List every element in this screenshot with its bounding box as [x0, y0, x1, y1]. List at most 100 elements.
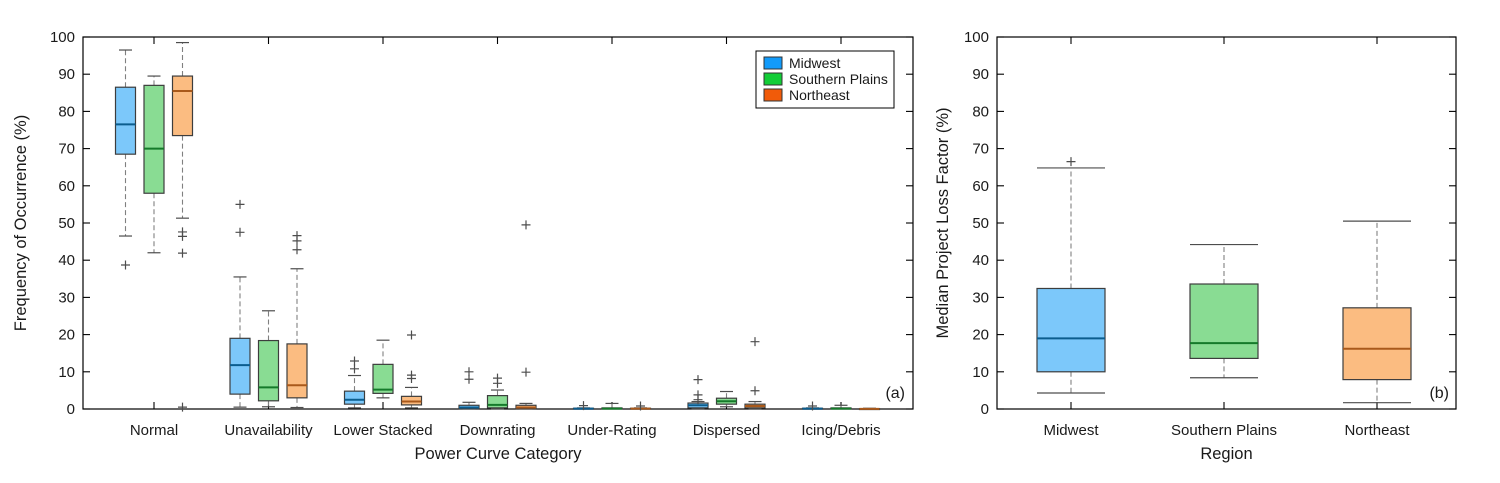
outlier-plus-marker — [235, 199, 245, 209]
outlier-plus-marker — [292, 231, 302, 241]
x-axis-title: Region — [1200, 445, 1252, 463]
box-group — [801, 401, 824, 411]
iqr-box — [372, 363, 394, 394]
x-category-label: Southern Plains — [1171, 422, 1277, 439]
iqr-box — [1189, 283, 1259, 360]
outlier-plus-marker — [493, 373, 502, 383]
x-category-label: Midwest — [1043, 422, 1099, 439]
x-axis-title: Power Curve Category — [415, 445, 583, 463]
legend-label: Midwest — [789, 55, 840, 71]
box-group — [687, 375, 709, 410]
panel-annotation: (b) — [1429, 385, 1449, 402]
y-axis-title: Frequency of Occurrence (%) — [12, 115, 30, 331]
outlier-plus-marker — [350, 364, 359, 374]
outlier-plus-marker — [178, 231, 187, 241]
y-tick-label: 30 — [972, 289, 989, 306]
outlier-plus-marker — [636, 401, 645, 411]
y-tick-label: 100 — [50, 29, 75, 46]
outlier-plus-marker — [292, 245, 302, 255]
iqr-box — [486, 395, 509, 409]
outlier-plus-marker — [521, 220, 531, 230]
x-category-label: Downrating — [460, 422, 536, 439]
outlier-plus-marker — [693, 390, 703, 400]
outlier-plus-marker — [1066, 157, 1076, 167]
box-group — [486, 373, 509, 410]
y-tick-label: 60 — [58, 178, 75, 195]
box-group — [114, 49, 137, 270]
y-tick-label: 90 — [58, 66, 75, 83]
y-tick-label: 10 — [972, 364, 989, 381]
legend-swatch-northeast — [763, 88, 783, 102]
x-category-label: Under-Rating — [567, 422, 656, 439]
y-axis-title: Median Project Loss Factor (%) — [934, 107, 952, 338]
panel-a: 0 10 20 30 40 50 60 70 80 90 100 Normal Unavailabili… — [12, 29, 914, 463]
box-group — [744, 337, 766, 410]
outlier-plus-marker — [407, 330, 416, 340]
iqr-box — [229, 337, 251, 395]
box-group — [400, 330, 423, 409]
outlier-plus-marker — [521, 367, 531, 377]
panel-annotation: (a) — [885, 385, 905, 402]
y-tick-label: 0 — [67, 401, 75, 418]
box-group — [1036, 157, 1106, 394]
outlier-plus-marker — [235, 227, 245, 237]
outlier-plus-marker — [579, 401, 588, 411]
iqr-box — [1342, 307, 1412, 381]
box-group — [458, 367, 480, 410]
box-group — [286, 231, 308, 409]
box-group — [171, 41, 194, 412]
iqr-box — [257, 339, 280, 402]
box-group — [343, 356, 366, 409]
box-group — [572, 401, 595, 411]
box-group — [257, 310, 280, 408]
y-tick-label: 10 — [58, 364, 75, 381]
series-Northeast — [171, 41, 881, 412]
x-category-label: Unavailability — [224, 422, 313, 439]
outlier-plus-marker — [407, 370, 416, 380]
legend-swatch-southern_plains — [763, 72, 783, 86]
box-group — [858, 407, 881, 411]
iqr-box — [1036, 287, 1106, 373]
y-tick-label: 90 — [972, 66, 989, 83]
outlier-plus-marker — [464, 367, 474, 377]
box-group — [143, 75, 165, 254]
outlier-plus-marker — [750, 337, 760, 347]
y-tick-label: 0 — [981, 401, 989, 418]
y-tick-label: 80 — [58, 103, 75, 120]
box-group — [830, 404, 852, 410]
box-group — [715, 390, 738, 408]
x-category-label: Lower Stacked — [333, 422, 432, 439]
panel-b: 0 10 20 30 40 50 60 70 80 90 100 Midwest Southern Pl… — [934, 29, 1457, 463]
y-tick-label: 20 — [58, 327, 75, 344]
outlier-plus-marker — [750, 386, 760, 396]
iqr-box — [143, 84, 165, 194]
legend-swatch-midwest — [763, 56, 783, 70]
series-Midwest — [114, 49, 824, 411]
legend-label: Northeast — [789, 87, 850, 103]
box-group — [629, 401, 652, 411]
y-tick-label: 70 — [972, 141, 989, 158]
y-tick-label: 50 — [58, 215, 75, 232]
outlier-plus-marker — [693, 375, 703, 385]
outlier-plus-marker — [178, 402, 187, 412]
legend-label: Southern Plains — [789, 71, 888, 87]
series-Regions — [1036, 157, 1412, 404]
outlier-plus-marker — [178, 248, 187, 258]
iqr-box — [343, 390, 366, 405]
y-tick-label: 60 — [972, 178, 989, 195]
iqr-box — [286, 343, 308, 399]
y-tick-label: 20 — [972, 327, 989, 344]
iqr-box — [171, 75, 194, 137]
y-tick-label: 30 — [58, 289, 75, 306]
x-category-label: Dispersed — [693, 422, 761, 439]
y-tick-label: 50 — [972, 215, 989, 232]
box-group — [229, 199, 251, 408]
outlier-plus-marker — [808, 401, 817, 411]
outlier-plus-marker — [121, 260, 130, 270]
y-tick-label: 80 — [972, 103, 989, 120]
outlier-plus-marker — [350, 356, 359, 366]
y-tick-label: 40 — [58, 252, 75, 269]
